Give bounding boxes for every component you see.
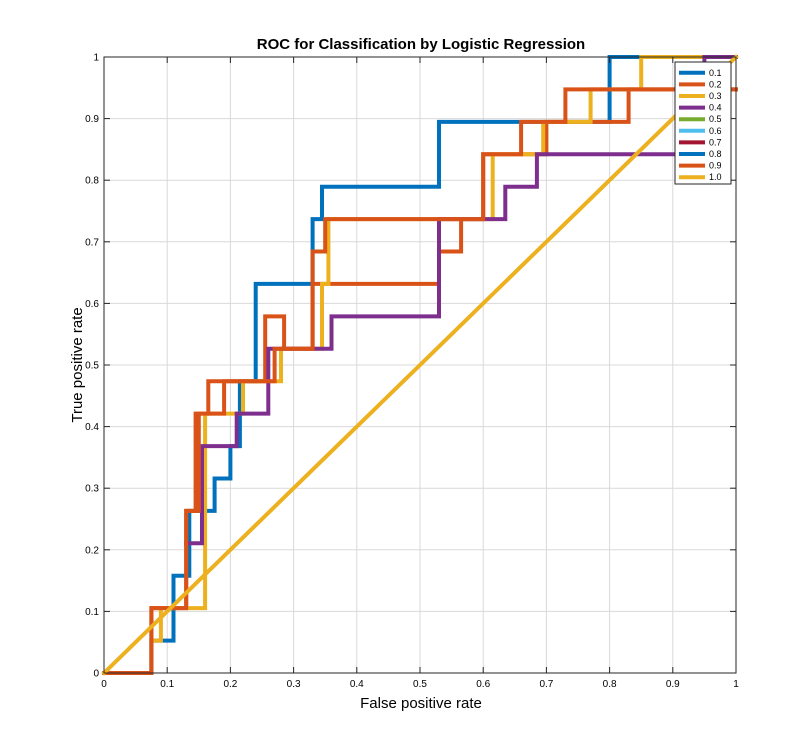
y-tick-label: 0.4: [85, 422, 99, 433]
series-line-0-4: [184, 55, 738, 546]
legend-label: 1.0: [709, 172, 722, 182]
y-tick-label: 0.5: [85, 361, 99, 372]
y-ticks: 00.10.20.30.40.50.60.70.80.91: [85, 53, 736, 680]
y-tick-label: 0: [93, 669, 99, 680]
x-tick-label: 0.5: [413, 679, 427, 690]
series-layer: [101, 54, 739, 676]
legend-label: 0.9: [709, 161, 722, 171]
y-tick-label: 0.1: [85, 607, 99, 618]
legend-label: 0.7: [709, 137, 722, 147]
legend-label: 0.4: [709, 103, 722, 113]
chart-title: ROC for Classification by Logistic Regre…: [257, 36, 585, 53]
legend: 0.10.2 0.3 0.40.5 0.60.7 0.8 0.91.0: [674, 61, 732, 185]
x-tick-label: 0.6: [476, 679, 490, 690]
y-tick-label: 1: [93, 53, 99, 64]
x-ticks: 0 0.1 0.2 0.3 0.4 0.5 0.6 0.7 0.8 0.9 1: [101, 57, 739, 690]
x-tick-label: 0: [101, 679, 107, 690]
y-tick-label: 0.9: [85, 114, 99, 125]
y-tick-label: 0.3: [85, 484, 99, 495]
x-tick-label: 0.7: [539, 679, 553, 690]
legend-label: 0.8: [709, 149, 722, 159]
series-line-0-3: [149, 55, 738, 643]
x-tick-label: 0.9: [666, 679, 680, 690]
legend-label: 0.3: [709, 91, 722, 101]
y-axis-label: True positive rate: [69, 307, 86, 422]
x-tick-label: 0.3: [287, 679, 301, 690]
legend-label: 0.2: [709, 79, 722, 89]
y-tick-label: 0.2: [85, 545, 99, 556]
x-tick-label: 0.4: [350, 679, 364, 690]
x-tick-label: 0.2: [223, 679, 237, 690]
legend-label: 0.6: [709, 126, 722, 136]
series-line-0-9: [102, 87, 738, 675]
x-tick-label: 0.1: [160, 679, 174, 690]
y-tick-label: 0.8: [85, 176, 99, 187]
x-axis-label: False positive rate: [360, 695, 482, 712]
legend-label: 0.5: [709, 114, 722, 124]
y-tick-label: 0.6: [85, 299, 99, 310]
x-tick-label: 1: [733, 679, 739, 690]
y-tick-label: 0.7: [85, 237, 99, 248]
x-tick-label: 0.8: [603, 679, 617, 690]
series-line-1-0: [101, 54, 739, 676]
legend-label: 0.1: [709, 68, 722, 78]
